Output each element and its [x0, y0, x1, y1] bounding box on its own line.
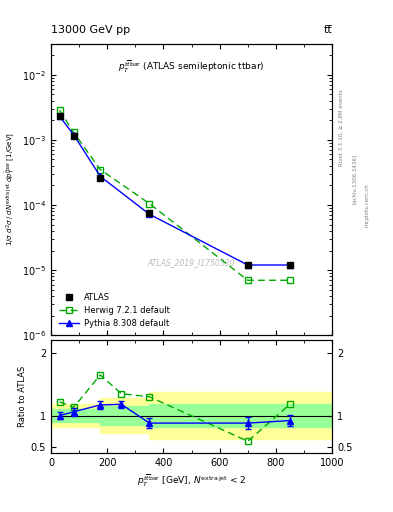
Y-axis label: Ratio to ATLAS: Ratio to ATLAS	[18, 366, 27, 428]
Bar	[100, 398, 149, 433]
Bar	[149, 392, 332, 439]
Text: $p_T^{t\overline{t}{\rm bar}}$ (ATLAS semileptonic ttbar): $p_T^{t\overline{t}{\rm bar}}$ (ATLAS se…	[118, 58, 265, 75]
Text: tt̅: tt̅	[323, 25, 332, 35]
Y-axis label: $1/\sigma\;d^2\sigma\;/\;dN^{\rm extra\,jet}\;dp_T^{\bar{t}{\rm bar}}$ [1/GeV]: $1/\sigma\;d^2\sigma\;/\;dN^{\rm extra\,…	[4, 133, 18, 246]
Bar	[149, 404, 332, 427]
Legend: ATLAS, Herwig 7.2.1 default, Pythia 8.308 default: ATLAS, Herwig 7.2.1 default, Pythia 8.30…	[55, 289, 173, 331]
Bar	[51, 404, 100, 427]
X-axis label: $p_T^{t\overline{t}{\rm bar}}$ [GeV], $N^{\rm extra\,jet}$ < 2: $p_T^{t\overline{t}{\rm bar}}$ [GeV], $N…	[137, 472, 246, 488]
Bar	[51, 409, 100, 422]
Text: [arXiv:1306.3436]: [arXiv:1306.3436]	[352, 154, 357, 204]
Text: 13000 GeV pp: 13000 GeV pp	[51, 25, 130, 35]
Text: ATLAS_2019_I1750330: ATLAS_2019_I1750330	[148, 258, 235, 267]
Text: mcplots.cern.ch: mcplots.cern.ch	[365, 183, 370, 227]
Text: Rivet 3.1.10, ≥ 2.8M events: Rivet 3.1.10, ≥ 2.8M events	[339, 90, 344, 166]
Bar	[100, 406, 149, 425]
